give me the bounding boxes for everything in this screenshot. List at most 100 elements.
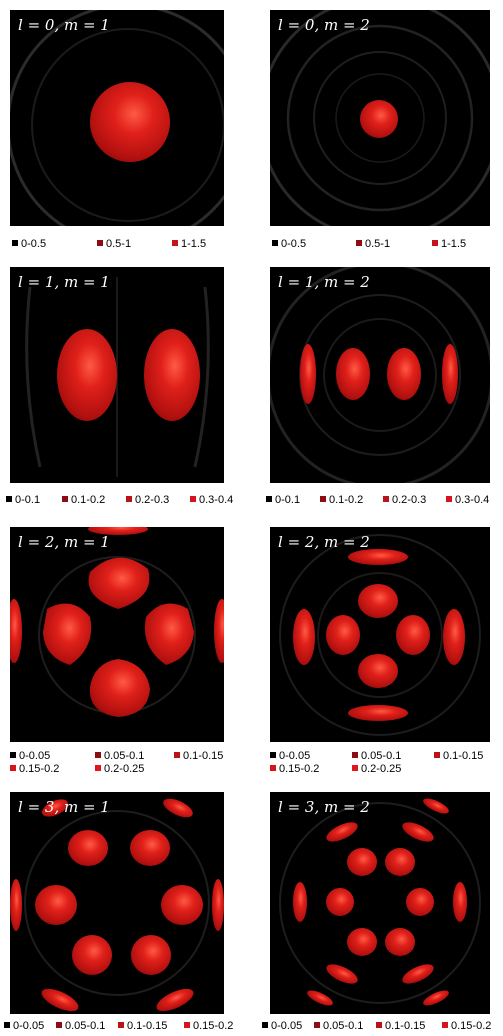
lobe	[326, 822, 358, 842]
legend-item: 0.05-0.1	[352, 749, 401, 763]
panel-l2-m2: l = 2, m = 2	[270, 527, 490, 742]
lobe	[10, 599, 22, 663]
legend-item: 0.5-1	[97, 237, 131, 251]
lobe	[88, 527, 148, 535]
panel-label: l = 2, m = 1	[18, 533, 110, 551]
lobe	[387, 348, 421, 400]
legend-item: 0.15-0.2	[10, 762, 59, 776]
lobe	[88, 557, 150, 609]
legend-item: 0.1-0.15	[434, 749, 483, 763]
legend-item: 0-0.05	[262, 1019, 302, 1033]
lobe	[442, 344, 458, 404]
legend-swatch	[95, 765, 101, 771]
lobe	[293, 882, 307, 922]
legend-swatch	[174, 752, 180, 758]
panel-label: l = 2, m = 2	[278, 533, 370, 551]
legend-l2-m1: 0-0.05 0.05-0.1 0.1-0.15 0.15-0.2 0.2-0.…	[10, 749, 250, 777]
legend-item: 0-0.05	[270, 749, 310, 763]
lobe	[89, 659, 150, 717]
legend-swatch	[314, 1022, 320, 1028]
lobe	[90, 82, 170, 162]
orbital-plot	[270, 10, 490, 226]
legend-item: 0.2-0.3	[383, 493, 426, 507]
legend-item: 0.1-0.2	[320, 493, 363, 507]
panel-l1-m1: l = 1, m = 1	[10, 267, 224, 483]
legend-item: 0.1-0.15	[376, 1019, 425, 1033]
lobe	[130, 830, 170, 866]
legend-l1-m2: 0-0.1 0.1-0.2 0.2-0.3 0.3-0.4	[266, 493, 502, 507]
panel-label: l = 0, m = 2	[278, 16, 370, 34]
legend-swatch	[56, 1022, 62, 1028]
legend-l3-m1: 0-0.05 0.05-0.1 0.1-0.15 0.15-0.2	[4, 1019, 256, 1033]
legend-l0-m2: 0-0.5 0.5-1 1-1.5	[272, 237, 492, 251]
lobe	[35, 885, 77, 925]
legend-swatch	[62, 496, 68, 502]
legend-l0-m1: 0-0.5 0.5-1 1-1.5	[12, 237, 226, 251]
lobe	[348, 705, 408, 721]
lobe	[43, 603, 92, 665]
lobe	[348, 549, 408, 565]
panel-label: l = 3, m = 2	[278, 798, 370, 816]
panel-l0-m2: l = 0, m = 2	[270, 10, 490, 226]
legend-swatch	[434, 752, 440, 758]
legend-item: 0.05-0.1	[95, 749, 144, 763]
lobe	[144, 329, 200, 421]
legend-item: 0.2-0.25	[352, 762, 401, 776]
lobe	[326, 964, 358, 984]
legend-swatch	[320, 496, 326, 502]
legend-item: 0.05-0.1	[56, 1019, 105, 1033]
legend-item: 0.1-0.2	[62, 493, 105, 507]
lobe	[293, 609, 315, 665]
legend-swatch	[184, 1022, 190, 1028]
lobe	[453, 882, 467, 922]
legend-item: 0.15-0.2	[270, 762, 319, 776]
lobe	[326, 888, 354, 916]
legend-l3-m2: 0-0.05 0.05-0.1 0.1-0.15 0.15-0.2	[262, 1019, 502, 1033]
legend-swatch	[442, 1022, 448, 1028]
lobe	[68, 830, 108, 866]
orbital-plot	[279, 798, 481, 1006]
panel-l3-m1: l = 3, m = 1	[10, 792, 224, 1014]
lobe	[212, 879, 224, 931]
legend-swatch	[262, 1022, 268, 1028]
lobe	[443, 609, 465, 665]
legend-item: 0.15-0.2	[184, 1019, 233, 1033]
legend-item: 0-0.5	[12, 237, 46, 251]
lobe	[131, 935, 171, 975]
lobe	[41, 799, 69, 817]
legend-swatch	[270, 752, 276, 758]
legend-l1-m1: 0-0.1 0.1-0.2 0.2-0.3 0.3-0.4	[6, 493, 246, 507]
lobe	[156, 988, 194, 1012]
legend-item: 0-0.1	[266, 493, 300, 507]
legend-swatch	[10, 765, 16, 771]
orbital-plot	[10, 527, 224, 717]
panel-label: l = 1, m = 2	[278, 273, 370, 291]
legend-swatch	[352, 765, 358, 771]
legend-swatch	[6, 496, 12, 502]
legend-item: 0-0.5	[272, 237, 306, 251]
orbital-plot	[25, 277, 210, 477]
legend-swatch	[95, 752, 101, 758]
panel-label: l = 1, m = 1	[18, 273, 110, 291]
lobe	[406, 888, 434, 916]
legend-l2-m2: 0-0.05 0.05-0.1 0.1-0.15 0.15-0.2 0.2-0.…	[270, 749, 502, 777]
lobe	[72, 935, 112, 975]
legend-swatch	[352, 752, 358, 758]
panel-label: l = 3, m = 1	[18, 798, 110, 816]
legend-item: 0-0.05	[10, 749, 50, 763]
lobe	[358, 584, 398, 618]
legend-item: 0-0.05	[4, 1019, 44, 1033]
lobe	[307, 990, 333, 1006]
legend-swatch	[126, 496, 132, 502]
legend-item: 0.2-0.25	[95, 762, 144, 776]
legend-swatch	[4, 1022, 10, 1028]
panel-l2-m1: l = 2, m = 1	[10, 527, 224, 742]
panel-l1-m2: l = 1, m = 2	[270, 267, 490, 483]
legend-swatch	[356, 240, 362, 246]
lobe	[161, 885, 203, 925]
lobe	[358, 654, 398, 688]
lobe	[326, 615, 360, 655]
lobe	[347, 848, 377, 876]
legend-item: 1-1.5	[432, 237, 466, 251]
legend-item: 0.15-0.2	[442, 1019, 491, 1033]
